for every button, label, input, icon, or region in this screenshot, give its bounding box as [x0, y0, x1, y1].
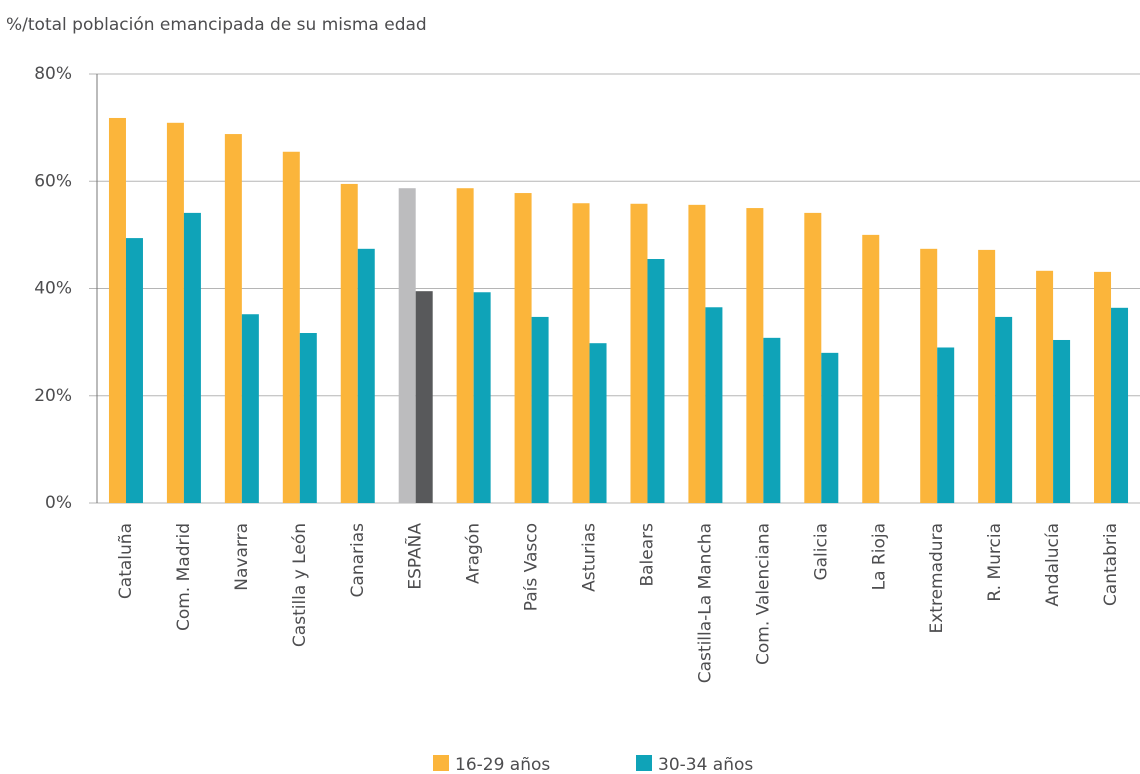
x-tick-label: ESPAÑA	[404, 523, 426, 590]
bar	[920, 248, 938, 503]
bar	[357, 248, 375, 503]
bar	[821, 352, 839, 503]
x-tick-label: Canarias	[348, 523, 368, 598]
y-tick-label: 60%	[34, 171, 72, 191]
bar	[166, 122, 184, 503]
x-tick-label: Galicia	[811, 523, 831, 581]
bar	[1053, 339, 1071, 503]
bar	[978, 249, 996, 503]
bar	[630, 203, 648, 503]
x-tick-label: Castilla y León	[290, 523, 310, 647]
legend-swatch	[636, 755, 652, 771]
bar	[415, 291, 433, 503]
x-tick-label: Cantabria	[1101, 523, 1121, 606]
bar	[282, 151, 300, 503]
bar	[705, 307, 723, 503]
x-tick-label: Extremadura	[927, 523, 947, 634]
bar	[473, 292, 491, 503]
x-tick-label: Castilla-La Mancha	[695, 523, 715, 683]
bar	[108, 117, 126, 503]
bar	[340, 183, 358, 503]
x-tick-label: Asturias	[580, 523, 600, 592]
bar	[688, 204, 706, 503]
y-tick-label: 20%	[34, 386, 72, 406]
y-tick-label: 40%	[34, 279, 72, 299]
x-tick-label: Cataluña	[116, 523, 136, 599]
bar	[647, 259, 665, 503]
y-axis-label: %/total población emancipada de su misma…	[6, 15, 427, 35]
bar	[125, 238, 143, 503]
y-tick-label: 0%	[45, 493, 72, 513]
legend-label: 30-34 años	[658, 755, 753, 774]
bar	[995, 316, 1013, 503]
bar	[514, 193, 532, 504]
bar	[1036, 270, 1054, 503]
bar	[183, 212, 201, 504]
bar	[241, 314, 259, 503]
bar	[937, 347, 955, 503]
bar	[804, 212, 822, 504]
bar	[456, 188, 474, 503]
x-tick-label: La Rioja	[869, 523, 889, 590]
bar	[746, 208, 764, 503]
bar	[531, 316, 549, 503]
bar	[862, 234, 880, 503]
bar	[763, 337, 781, 503]
y-tick-label: 80%	[34, 64, 72, 84]
x-tick-label: Balears	[637, 523, 657, 587]
bar	[299, 333, 317, 503]
bar	[572, 203, 590, 503]
x-tick-label: Com. Madrid	[174, 523, 194, 631]
legend-label: 16-29 años	[455, 755, 550, 774]
bar	[1111, 307, 1129, 503]
legend-swatch	[433, 755, 449, 771]
bar	[398, 188, 416, 503]
bar	[589, 343, 607, 503]
bar	[1094, 271, 1112, 503]
x-tick-label: Andalucía	[1043, 523, 1063, 607]
x-tick-label: Navarra	[232, 523, 252, 591]
x-tick-label: Com. Valenciana	[753, 523, 773, 665]
bar	[224, 134, 242, 503]
x-tick-label: Aragón	[464, 523, 484, 584]
x-tick-label: R. Murcia	[985, 523, 1005, 602]
x-tick-label: País Vasco	[522, 523, 542, 611]
